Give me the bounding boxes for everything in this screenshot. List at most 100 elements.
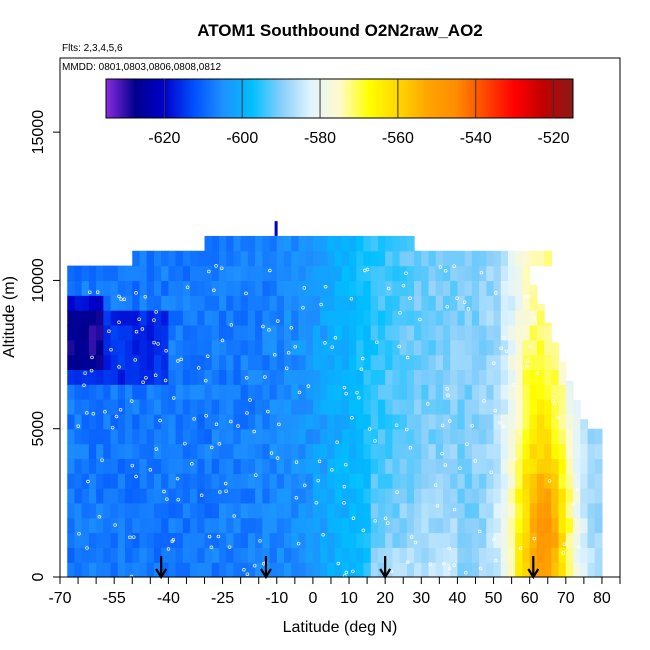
heatmap-cell: [515, 310, 524, 326]
heatmap-cell: [291, 295, 300, 311]
sample-point: [458, 466, 462, 470]
heatmap-cell: [471, 295, 480, 311]
heatmap-cell: [587, 443, 596, 459]
heatmap-cell: [110, 310, 119, 326]
heatmap-cell: [255, 324, 263, 341]
y-axis-label: Altitude (m): [1, 276, 18, 358]
heatmap-cell: [233, 547, 242, 563]
heatmap-cell: [103, 428, 112, 445]
heatmap-cell: [298, 265, 307, 282]
x-tick-label: 30: [412, 590, 430, 607]
heatmap-cell: [370, 295, 379, 311]
heatmap-cell: [204, 532, 213, 548]
heatmap-cell: [240, 324, 249, 341]
heatmap-cell: [211, 324, 220, 341]
heatmap-cell: [247, 517, 256, 534]
heatmap-cell: [536, 413, 545, 430]
heatmap-cell: [486, 502, 495, 519]
heatmap-cell: [435, 488, 444, 504]
heatmap-cell: [88, 547, 97, 563]
sample-point: [357, 395, 361, 400]
heatmap-cell: [508, 547, 516, 563]
heatmap-cell: [218, 310, 227, 326]
heatmap-cell: [580, 419, 589, 430]
sample-point: [90, 355, 94, 360]
heatmap-cell: [276, 443, 285, 459]
heatmap-cell: [125, 443, 133, 459]
heatmap-cell: [312, 280, 321, 296]
sample-point: [132, 535, 136, 539]
heatmap-cell: [132, 428, 141, 445]
heatmap-cell: [110, 517, 119, 534]
heatmap-cell: [529, 384, 538, 400]
heatmap-cell: [428, 295, 437, 311]
heatmap-cell: [269, 532, 278, 548]
heatmap-cell: [515, 428, 524, 445]
heatmap-cell: [132, 324, 141, 341]
heatmap-cell: [377, 413, 386, 430]
heatmap-cell: [88, 310, 97, 326]
heatmap-cell: [262, 532, 271, 548]
heatmap-cell: [450, 280, 459, 296]
heatmap-cell: [233, 502, 242, 519]
heatmap-cell: [175, 250, 184, 267]
heatmap-cell: [312, 547, 321, 563]
heatmap-cell: [226, 502, 235, 519]
heatmap-cell: [284, 354, 292, 370]
heatmap-cell: [435, 399, 444, 415]
heatmap-cell: [175, 458, 184, 474]
heatmap-cell: [363, 384, 372, 400]
sample-point: [575, 487, 580, 492]
heatmap-cell: [573, 458, 581, 474]
heatmap-cell: [88, 384, 97, 400]
heatmap-cell: [168, 369, 177, 385]
heatmap-cell: [414, 324, 422, 341]
heatmap-cell: [247, 532, 256, 548]
heatmap-cell: [298, 250, 307, 267]
heatmap-cell: [450, 354, 459, 370]
heatmap-cell: [197, 547, 206, 563]
heatmap-cell: [175, 547, 184, 563]
heatmap-cell: [153, 473, 162, 489]
heatmap-cell: [211, 369, 220, 385]
heatmap-cell: [218, 502, 227, 519]
heatmap-cell: [565, 517, 574, 534]
sample-point: [330, 345, 334, 349]
heatmap-cell: [291, 517, 300, 534]
heatmap-cell: [146, 310, 155, 326]
heatmap-cell: [96, 413, 104, 430]
sample-point: [342, 385, 347, 390]
x-tick-label: 60: [521, 590, 539, 607]
heatmap-cell: [587, 428, 596, 445]
heatmap-cell: [399, 354, 408, 370]
sample-point: [86, 479, 90, 484]
heatmap-cell: [536, 354, 545, 370]
heatmap-cell: [312, 428, 321, 445]
heatmap-cell: [291, 473, 300, 489]
heatmap-cell: [529, 458, 538, 474]
heatmap-cell: [132, 354, 141, 370]
heatmap-cell: [341, 443, 350, 459]
heatmap-cell: [233, 280, 242, 296]
heatmap-cell: [139, 280, 148, 296]
heatmap-cell: [226, 428, 235, 445]
heatmap-cell: [399, 458, 408, 474]
heatmap-cell: [327, 339, 336, 356]
sample-point: [185, 285, 190, 289]
heatmap-cell: [551, 399, 560, 415]
heatmap-cell: [153, 384, 162, 400]
heatmap-cell: [110, 265, 119, 282]
heatmap-cell: [529, 295, 538, 311]
heatmap-cell: [88, 413, 97, 430]
heatmap-cell: [153, 399, 162, 415]
heatmap-cell: [291, 250, 300, 267]
heatmap-cell: [363, 502, 372, 519]
heatmap-cell: [67, 517, 76, 534]
heatmap-cell: [74, 399, 83, 415]
heatmap-cell: [132, 265, 141, 282]
heatmap-cell: [110, 295, 119, 311]
heatmap-cell: [515, 517, 524, 534]
heatmap-cell: [399, 473, 408, 489]
heatmap-cell: [450, 265, 459, 282]
sample-point: [154, 310, 158, 314]
